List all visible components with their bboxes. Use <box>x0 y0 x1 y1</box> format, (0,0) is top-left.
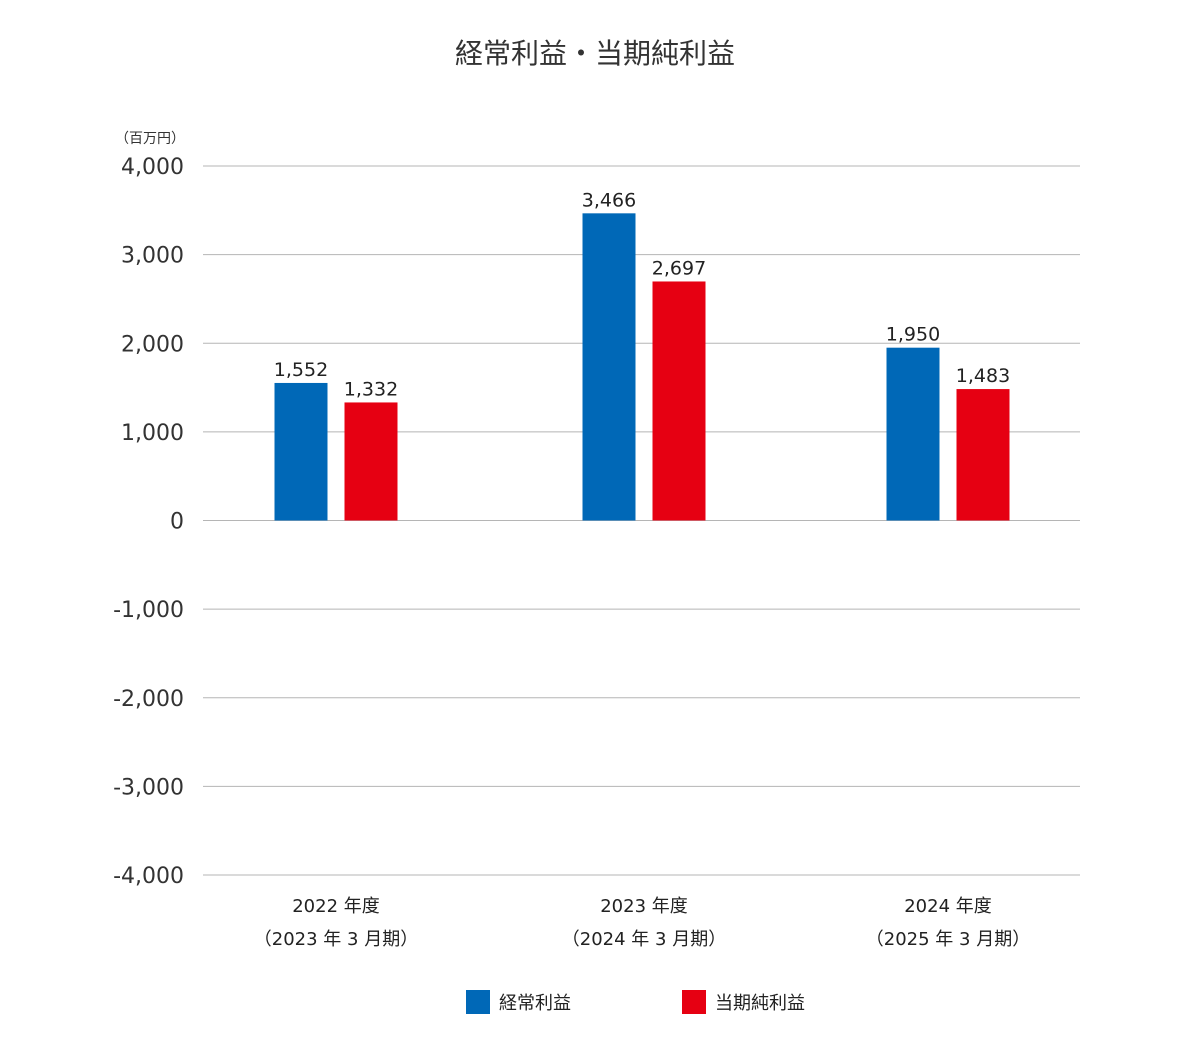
legend-label: 経常利益 <box>499 993 571 1014</box>
bar-layer <box>274 213 1010 521</box>
y-axis-ticks: 4,000 3,000 2,000 1,000 0 -1,000 -2,000 -3,000 -… <box>113 155 184 889</box>
data-label: 1,950 <box>886 324 940 346</box>
category-label: 2023 年度 <box>600 896 688 917</box>
y-unit-label: （百万円） <box>115 131 185 147</box>
data-label: 1,552 <box>274 359 328 381</box>
bar <box>274 382 328 521</box>
y-tick-label: 3,000 <box>121 244 184 269</box>
bar <box>652 281 706 521</box>
category-label: 2024 年度 <box>904 896 992 917</box>
y-tick-label: 4,000 <box>121 155 184 180</box>
bar <box>886 347 940 521</box>
y-tick-label: -4,000 <box>113 864 184 889</box>
data-label: 2,697 <box>652 257 706 279</box>
y-tick-label: 1,000 <box>121 421 184 446</box>
bar <box>956 389 1010 521</box>
category-label: 2022 年度 <box>292 896 380 917</box>
category-sublabel: （2024 年 3 月期） <box>562 929 726 950</box>
legend-swatch <box>466 990 490 1014</box>
y-tick-label: 0 <box>170 510 184 535</box>
y-tick-label: -3,000 <box>113 775 184 800</box>
category-sublabel: （2025 年 3 月期） <box>866 929 1030 950</box>
category-sublabel: （2023 年 3 月期） <box>254 929 418 950</box>
data-label-layer: 1,552 3,466 1,950 1,332 2,697 1,483 <box>274 189 1010 400</box>
legend-label: 当期純利益 <box>715 993 805 1014</box>
bar <box>582 213 636 521</box>
y-tick-label: -1,000 <box>113 598 184 623</box>
legend-swatch <box>682 990 706 1014</box>
grid-layer <box>203 165 1080 876</box>
bar <box>344 402 398 521</box>
data-label: 1,332 <box>344 378 398 400</box>
data-label: 3,466 <box>582 189 636 211</box>
y-tick-label: 2,000 <box>121 332 184 357</box>
data-label: 1,483 <box>956 365 1010 387</box>
chart-title: 経常利益・当期純利益 <box>455 37 735 70</box>
y-tick-label: -2,000 <box>113 687 184 712</box>
legend: 経常利益 当期純利益 <box>466 990 805 1014</box>
x-axis-categories: 2022 年度 （2023 年 3 月期） 2023 年度 （2024 年 3 月期）… <box>254 896 1030 950</box>
